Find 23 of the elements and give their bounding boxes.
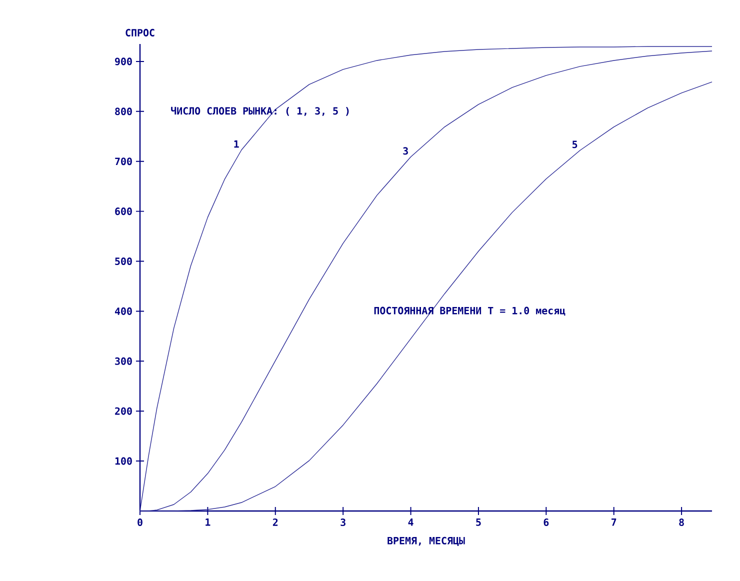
x-axis-title: ВРЕМЯ, МЕСЯЦЫ [388,536,465,546]
y-tick-label: 200 [115,407,132,415]
series-label: 5 [572,140,578,148]
x-tick-label: 7 [612,518,616,526]
y-axis-title: СПРОС [126,28,154,36]
series-label: 3 [403,147,408,155]
series-label: 1 [234,140,239,148]
x-tick-label: 6 [544,518,549,526]
y-tick-label: 800 [115,108,132,116]
x-tick-label: 5 [476,518,481,526]
y-tick-label: 300 [115,357,132,365]
x-tick-label: 1 [206,518,210,526]
x-tick-label: 0 [138,518,142,526]
x-tick-label: 2 [272,518,278,526]
x-tick-label: 3 [340,518,346,526]
x-tick-label: 4 [408,518,414,526]
y-tick-label: 500 [115,257,132,266]
y-tick-label: 100 [115,457,132,465]
y-tick-label: 600 [115,208,132,216]
y-tick-label: 400 [114,307,132,315]
y-tick-label: 900 [115,58,132,66]
x-tick-label: 8 [679,518,684,526]
y-tick-label: 700 [115,158,132,166]
